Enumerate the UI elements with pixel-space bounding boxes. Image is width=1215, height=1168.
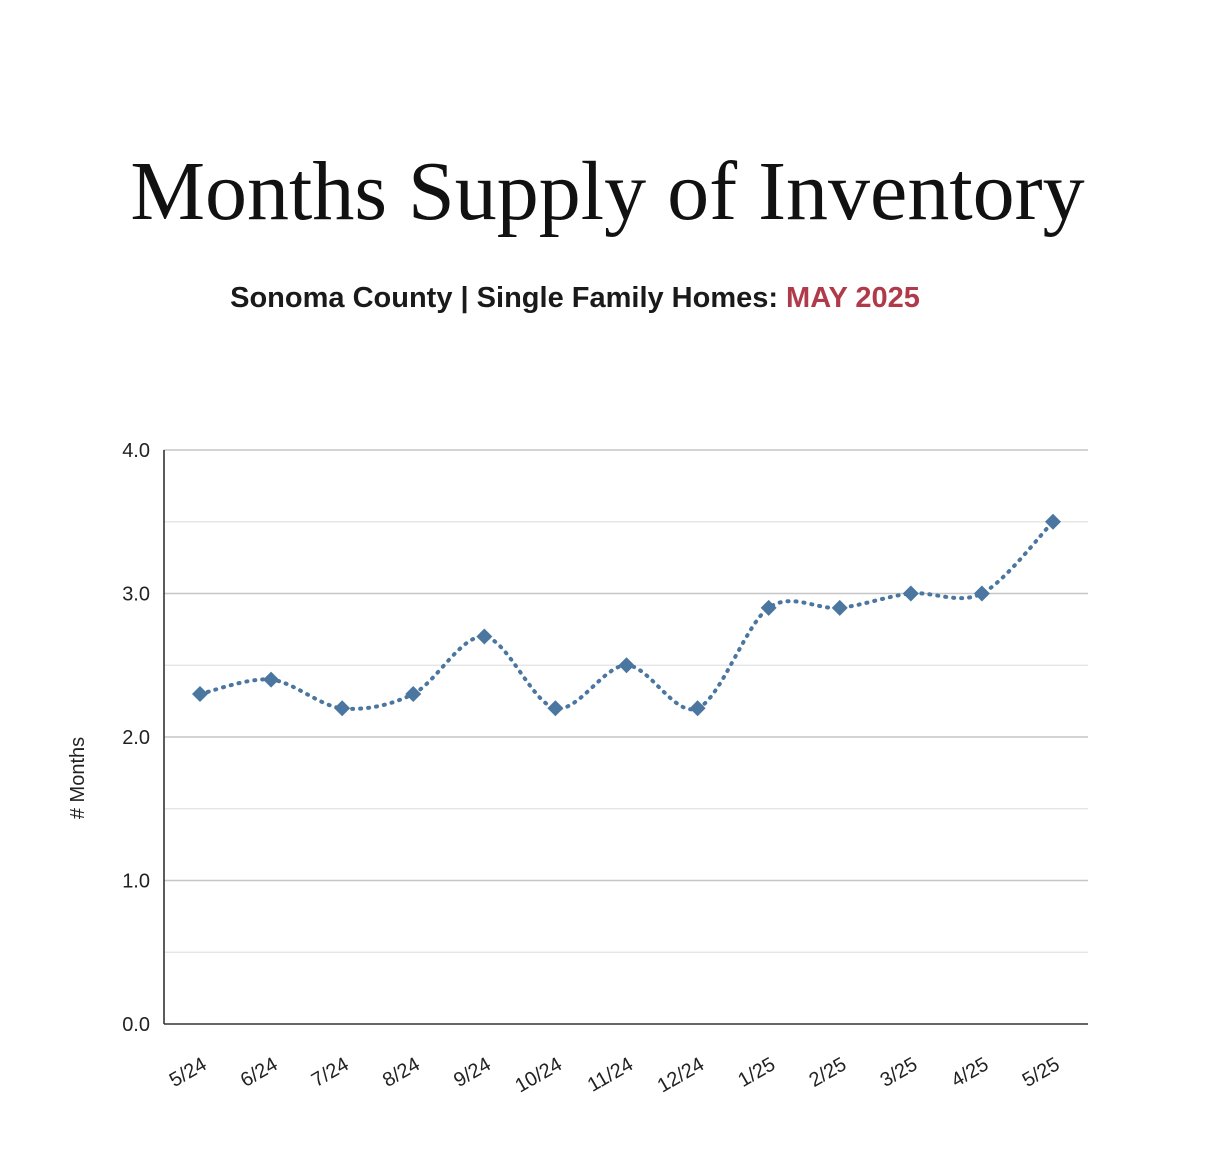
x-tick-label: 4/25 [948, 1053, 993, 1092]
data-point-marker [192, 685, 208, 702]
x-tick-label: 11/24 [584, 1053, 637, 1096]
y-tick-label: 3.0 [122, 584, 150, 606]
y-axis-title: # Months [67, 737, 89, 819]
x-tick-label: 10/24 [512, 1053, 566, 1097]
series-months-supply [192, 513, 1061, 717]
chart-subtitle: Sonoma County | Single Family Homes: MAY … [0, 282, 1150, 315]
series-line [198, 519, 1055, 712]
x-tick-labels: 5/24 6/24 7/24 8/24 9/24 10/24 11/24 12/24 1/25 2… [166, 1053, 1064, 1097]
x-tick-label: 5/24 [166, 1053, 211, 1092]
data-point-marker [618, 657, 635, 674]
data-point-marker [689, 700, 706, 717]
data-point-marker [831, 599, 848, 616]
x-tick-label: 5/25 [1019, 1053, 1064, 1092]
data-point-marker [760, 599, 777, 616]
x-tick-label: 6/24 [237, 1053, 282, 1092]
data-point-marker [902, 585, 919, 602]
data-point-marker [973, 585, 990, 602]
y-tick-label: 0.0 [122, 1014, 150, 1036]
y-tick-label: 1.0 [122, 871, 150, 893]
x-tick-label: 7/24 [308, 1053, 353, 1092]
x-tick-label: 3/25 [877, 1053, 922, 1092]
data-point-marker [334, 700, 351, 717]
x-tick-label: 9/24 [450, 1053, 495, 1092]
x-tick-label: 12/24 [654, 1053, 708, 1097]
y-tick-label: 2.0 [122, 727, 150, 749]
gridlines [164, 449, 1088, 953]
data-point-marker [476, 628, 493, 645]
subtitle-region: Sonoma County | Single Family Homes: [230, 282, 779, 314]
axes [163, 450, 1088, 1025]
y-tick-label: 4.0 [122, 440, 150, 462]
x-tick-label: 2/25 [806, 1053, 851, 1092]
x-tick-label: 8/24 [379, 1053, 424, 1092]
y-tick-labels: 0.0 1.0 2.0 3.0 4.0 [122, 440, 150, 1036]
data-point-marker [263, 671, 280, 688]
subtitle-date: MAY 2025 [786, 282, 920, 314]
chart-title: Months Supply of Inventory [130, 145, 1085, 238]
x-tick-label: 1/25 [734, 1053, 779, 1092]
data-point-marker [1045, 513, 1061, 530]
data-point-marker [547, 700, 564, 717]
data-point-marker [405, 685, 422, 702]
